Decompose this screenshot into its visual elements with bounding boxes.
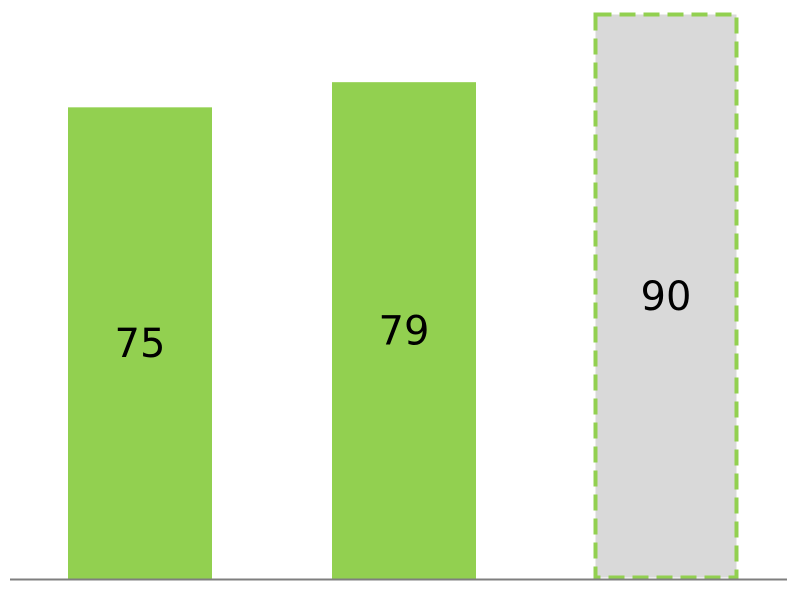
bar-value-label: 90 bbox=[641, 274, 692, 320]
bar bbox=[68, 107, 212, 579]
target-bar bbox=[593, 12, 739, 580]
bar bbox=[332, 82, 476, 579]
bars-group bbox=[68, 12, 739, 580]
data-labels-group: 75 79 90 bbox=[115, 274, 692, 367]
bar-value-label: 79 bbox=[379, 309, 430, 355]
bar-value-label: 75 bbox=[115, 321, 166, 367]
